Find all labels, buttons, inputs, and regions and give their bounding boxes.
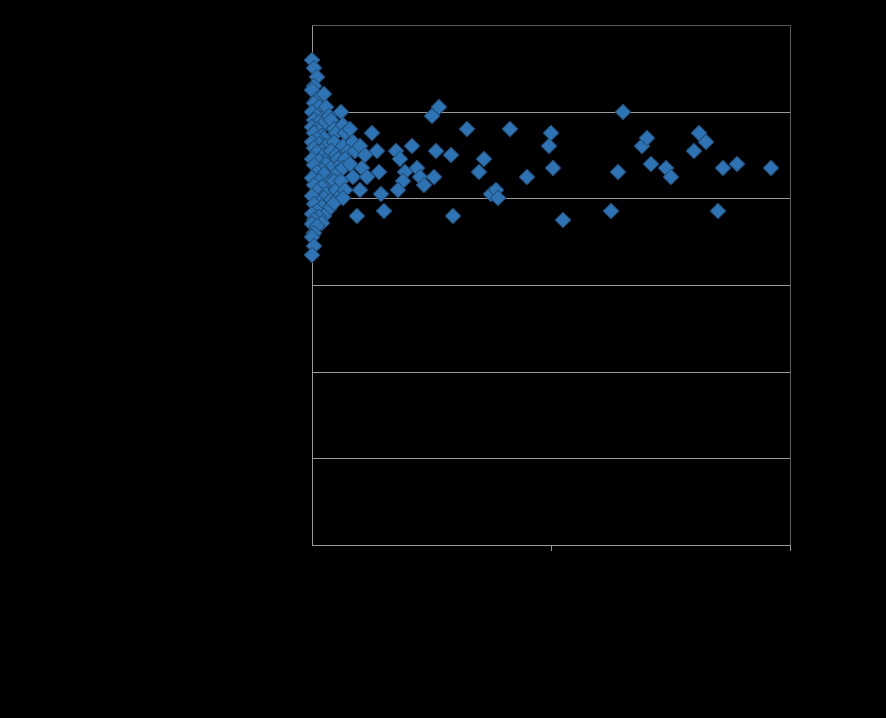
y-gridline bbox=[312, 112, 790, 113]
y-gridline bbox=[312, 372, 790, 373]
x-tick bbox=[551, 545, 552, 551]
y-gridline bbox=[312, 458, 790, 459]
y-gridline bbox=[312, 285, 790, 286]
x-tick bbox=[790, 545, 791, 551]
plot-right-border bbox=[790, 25, 791, 545]
plot-top-border bbox=[312, 25, 790, 26]
